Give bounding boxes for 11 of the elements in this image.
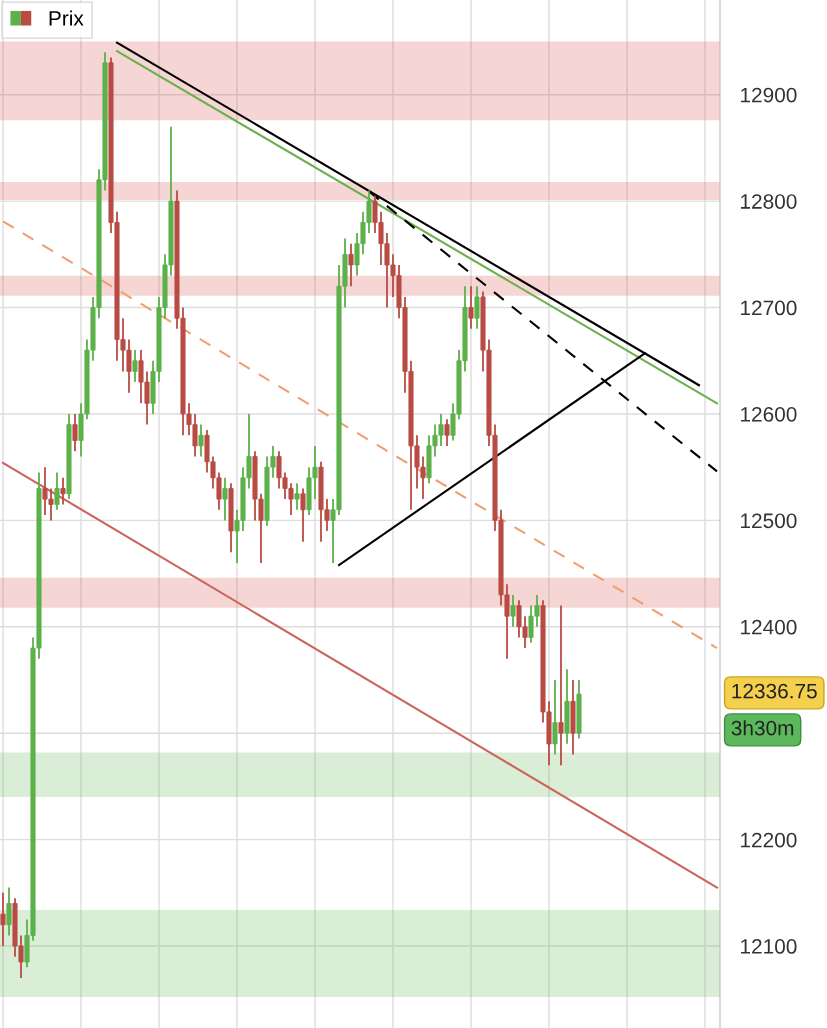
y-tick-label: 12800 — [741, 194, 797, 209]
y-tick-label: 12400 — [741, 619, 797, 635]
y-tick-label: 12200 — [741, 832, 797, 848]
text: 3h30m — [731, 720, 794, 736]
legend-label: Prix — [49, 10, 84, 26]
y-tick-label: 12100 — [741, 939, 797, 954]
y-tick-label: 12600 — [741, 406, 797, 422]
text: 12336.75 — [732, 683, 817, 699]
y-tick-label: 12500 — [741, 513, 797, 529]
y-tick-label: 12900 — [741, 87, 797, 103]
y-tick-label: 12700 — [741, 300, 797, 316]
